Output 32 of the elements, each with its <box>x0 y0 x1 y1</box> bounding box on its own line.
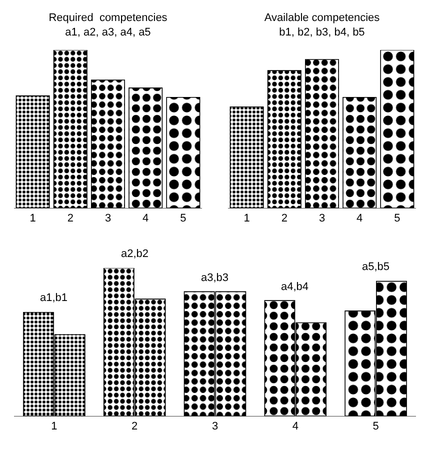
x-tick-label: 2 <box>67 212 74 225</box>
x-tick-label: 4 <box>292 420 298 433</box>
x-tick-label: 4 <box>142 212 149 225</box>
x-tick-label: 5 <box>180 212 186 225</box>
bar <box>16 95 50 208</box>
annotation: a5,b5 <box>362 261 390 273</box>
text: a2,b2 <box>121 248 149 260</box>
bar <box>380 50 414 208</box>
annotation: a3,b3 <box>201 272 229 284</box>
x-tick-label: 3 <box>104 212 112 225</box>
bar <box>128 88 163 208</box>
chart-title: Required competencies a1, a2, a3, a4, a5 <box>48 12 168 38</box>
chart-title: Available competencies b1, b2, b3, b4, b5 <box>264 12 380 38</box>
bar <box>166 97 200 208</box>
x-tick-label: 3 <box>212 420 218 433</box>
x-tick-label: 1 <box>30 212 36 225</box>
bar <box>230 106 264 208</box>
bar <box>342 97 377 208</box>
x-tick-label: 1 <box>51 420 58 433</box>
annotation: a1,b1 <box>40 292 68 304</box>
bar <box>91 80 125 208</box>
x-tick-label: 3 <box>318 212 326 225</box>
annotation: a4,b4 <box>281 281 309 293</box>
bar <box>305 59 339 208</box>
bar <box>53 50 88 208</box>
x-tick-label: 4 <box>356 212 363 225</box>
x-tick-label: 5 <box>372 420 379 433</box>
x-tick-label: 2 <box>132 420 138 433</box>
x-tick-label: 1 <box>244 212 250 225</box>
x-tick-label: 5 <box>394 212 400 225</box>
bar <box>267 70 302 208</box>
x-tick-label: 2 <box>281 212 288 225</box>
